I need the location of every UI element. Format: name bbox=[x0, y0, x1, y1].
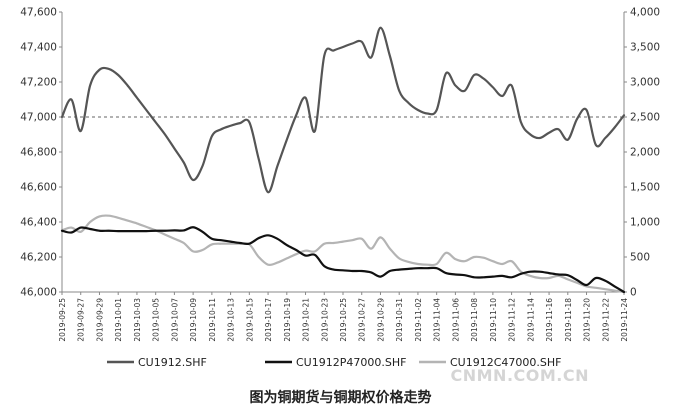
x-tick-label: 2019-10-01 bbox=[114, 298, 123, 342]
plot-area bbox=[61, 12, 625, 293]
x-tick-label: 2019-11-08 bbox=[470, 298, 479, 342]
left-tick-label: 47,400 bbox=[20, 42, 57, 54]
legend-label: CU1912.SHF bbox=[138, 356, 207, 369]
right-tick-label: 0 bbox=[630, 287, 637, 299]
left-tick-label: 46,400 bbox=[20, 217, 57, 229]
x-tick-label: 2019-11-22 bbox=[601, 298, 610, 342]
x-tick-label: 2019-10-05 bbox=[152, 298, 161, 342]
x-tick-label: 2019-11-02 bbox=[414, 298, 423, 342]
left-tick-label: 46,800 bbox=[20, 147, 57, 159]
x-tick-label: 2019-11-06 bbox=[451, 298, 460, 342]
series-lines bbox=[60, 26, 626, 294]
x-tick-label: 2019-10-03 bbox=[133, 298, 142, 342]
x-tick-label: 2019-10-15 bbox=[245, 298, 254, 342]
legend-label: CU1912C47000.SHF bbox=[450, 356, 561, 369]
legend: CU1912.SHF CU1912P47000.SHF CU1912C47000.S… bbox=[107, 356, 561, 369]
right-tick-label: 500 bbox=[630, 252, 650, 264]
x-tick-label: 2019-10-09 bbox=[189, 298, 198, 342]
x-tick-label: 2019-10-31 bbox=[395, 298, 404, 342]
left-tick-label: 47,200 bbox=[20, 77, 57, 89]
x-tick-label: 2019-10-25 bbox=[339, 298, 348, 342]
right-tick-label: 3,000 bbox=[630, 77, 660, 89]
x-tick-label: 2019-10-07 bbox=[170, 298, 179, 342]
x-tick-label: 2019-10-17 bbox=[264, 298, 273, 342]
right-y-axis: 0 500 1,000 1,500 2,000 2,500 3,000 3,500 4,000 bbox=[624, 7, 660, 299]
left-tick-label: 46,000 bbox=[20, 287, 57, 299]
x-tick-label: 2019-09-29 bbox=[95, 298, 104, 342]
right-tick-label: 2,500 bbox=[630, 112, 660, 124]
series-line-2 bbox=[60, 214, 626, 294]
x-tick-label: 2019-10-27 bbox=[358, 298, 367, 342]
x-tick-label: 2019-11-18 bbox=[564, 298, 573, 342]
series-line-0 bbox=[60, 26, 626, 194]
left-y-axis: 46,000 46,200 46,400 46,600 46,800 47,000 47,2… bbox=[20, 7, 62, 299]
x-tick-label: 2019-10-21 bbox=[302, 298, 311, 342]
left-tick-label: 47,000 bbox=[20, 112, 57, 124]
right-tick-label: 3,500 bbox=[630, 42, 660, 54]
x-tick-label: 2019-10-13 bbox=[227, 298, 236, 342]
series-line-1 bbox=[60, 226, 626, 294]
chart-caption: 图为铜期货与铜期权价格走势 bbox=[249, 390, 432, 406]
x-tick-label: 2019-09-27 bbox=[77, 298, 86, 342]
left-tick-label: 46,200 bbox=[20, 252, 57, 264]
x-tick-label: 2019-11-12 bbox=[508, 298, 517, 342]
left-tick-label: 47,600 bbox=[20, 7, 57, 19]
x-tick-label: 2019-11-16 bbox=[545, 298, 554, 342]
x-tick-label: 2019-10-23 bbox=[320, 298, 329, 342]
x-axis: 2019-09-25 2019-09-27 2019-09-29 2019-10-01… bbox=[58, 292, 629, 342]
watermark: CNMN.COM.CN bbox=[450, 366, 589, 385]
x-tick-label: 2019-11-20 bbox=[583, 298, 592, 342]
right-tick-label: 4,000 bbox=[630, 7, 660, 19]
x-tick-label: 2019-10-29 bbox=[376, 298, 385, 342]
left-tick-label: 46,600 bbox=[20, 182, 57, 194]
right-tick-label: 1,500 bbox=[630, 182, 660, 194]
right-tick-label: 2,000 bbox=[630, 147, 660, 159]
legend-label: CU1912P47000.SHF bbox=[296, 356, 406, 369]
x-tick-label: 2019-09-25 bbox=[58, 298, 67, 342]
x-tick-label: 2019-10-19 bbox=[283, 298, 292, 342]
x-tick-label: 2019-10-11 bbox=[208, 298, 217, 342]
x-tick-label: 2019-11-24 bbox=[620, 298, 629, 342]
x-tick-label: 2019-11-10 bbox=[489, 298, 498, 342]
x-tick-label: 2019-11-14 bbox=[526, 298, 535, 342]
right-tick-label: 1,000 bbox=[630, 217, 660, 229]
x-tick-label: 2019-11-04 bbox=[433, 298, 442, 342]
